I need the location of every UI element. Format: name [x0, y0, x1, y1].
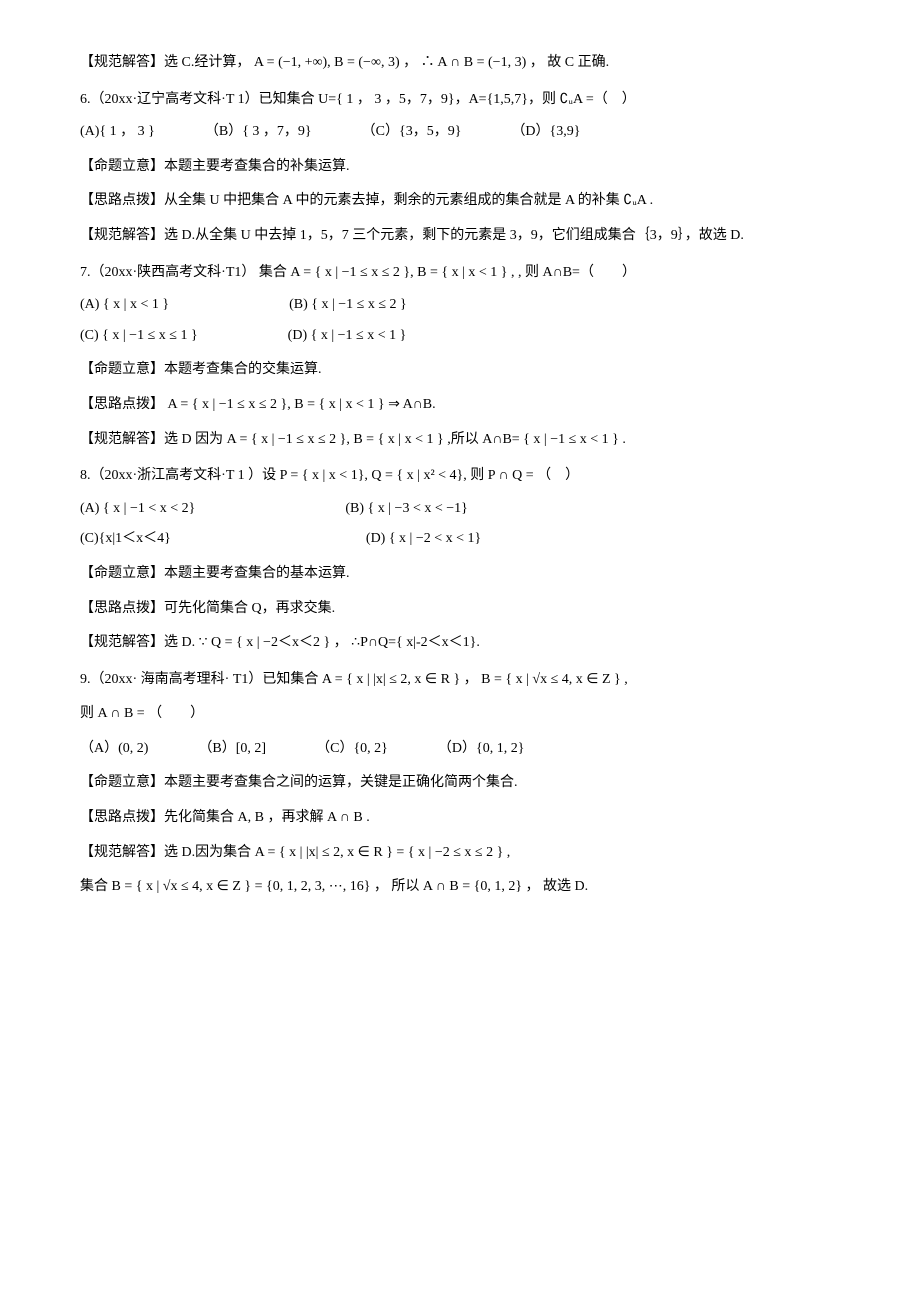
q6-intent: 【命题立意】本题主要考查集合的补集运算.	[80, 154, 840, 181]
q9-hint: 【思路点拨】先化简集合 A, B ，再求解 A ∩ B .	[80, 805, 840, 832]
q9-intent: 【命题立意】本题主要考查集合之间的运算，关键是正确化简两个集合.	[80, 770, 840, 797]
q7-stem: 7.（20xx·陕西高考文科·T1） 集合 A = { x | −1 ≤ x ≤…	[80, 260, 840, 287]
q6-answer: 【规范解答】选 D.从全集 U 中去掉 1，5，7 三个元素，剩下的元素是 3，…	[80, 223, 840, 250]
q6-opt-b: （B）{ 3 ，7，9}	[205, 119, 312, 146]
q7-opt-a: (A) { x | x < 1 }	[80, 292, 169, 319]
q8-options-row1: (A) { x | −1 < x < 2} (B) { x | −3 < x <…	[80, 496, 840, 523]
q6-opt-d: （D）{3,9}	[511, 119, 580, 146]
q7-opt-b: (B) { x | −1 ≤ x ≤ 2 }	[289, 292, 407, 319]
q7-options-row1: (A) { x | x < 1 } (B) { x | −1 ≤ x ≤ 2 }	[80, 292, 840, 319]
q6-hint: 【思路点拨】从全集 U 中把集合 A 中的元素去掉，剩余的元素组成的集合就是 A…	[80, 188, 840, 215]
q9-opt-a: （A）(0, 2)	[80, 736, 148, 763]
q6-options: (A){ 1 ， 3 } （B）{ 3 ，7，9} （C）{3，5，9} （D）…	[80, 119, 840, 146]
q9-opt-d: （D）{0, 1, 2}	[438, 736, 525, 763]
q9-stem-2: 则 A ∩ B = （ ）	[80, 701, 840, 728]
q8-options-row2: (C){x|1＜x＜4} (D) { x | −2 < x < 1}	[80, 526, 840, 553]
q9-opt-c: （C）{0, 2}	[316, 736, 388, 763]
q7-intent: 【命题立意】本题考查集合的交集运算.	[80, 357, 840, 384]
q8-opt-b: (B) { x | −3 < x < −1}	[345, 496, 468, 523]
q9-answer-1: 【规范解答】选 D.因为集合 A = { x | |x| ≤ 2, x ∈ R …	[80, 840, 840, 867]
q8-intent: 【命题立意】本题主要考查集合的基本运算.	[80, 561, 840, 588]
q7-opt-c: (C) { x | −1 ≤ x ≤ 1 }	[80, 323, 198, 350]
q9-opt-b: （B）[0, 2]	[198, 736, 266, 763]
q7-hint: 【思路点拨】 A = { x | −1 ≤ x ≤ 2 }, B = { x |…	[80, 392, 840, 419]
q8-opt-c: (C){x|1＜x＜4}	[80, 526, 171, 553]
q7-options-row2: (C) { x | −1 ≤ x ≤ 1 } (D) { x | −1 ≤ x …	[80, 323, 840, 350]
q9-answer-2: 集合 B = { x | √x ≤ 4, x ∈ Z } = {0, 1, 2,…	[80, 874, 840, 901]
q6-opt-a: (A){ 1 ， 3 }	[80, 119, 155, 146]
q6-opt-c: （C）{3，5，9}	[362, 119, 462, 146]
q8-stem: 8.（20xx·浙江高考文科·T 1 ）设 P = { x | x < 1}, …	[80, 463, 840, 490]
q8-hint: 【思路点拨】可先化简集合 Q，再求交集.	[80, 596, 840, 623]
q6-stem: 6.（20xx·辽宁高考文科·T 1）已知集合 U={ 1 ， 3 ，5，7，9…	[80, 87, 840, 114]
q8-answer: 【规范解答】选 D. ∵ Q = { x | −2＜x＜2 } ， ∴P∩Q={…	[80, 630, 840, 657]
q7-opt-d: (D) { x | −1 ≤ x < 1 }	[288, 323, 407, 350]
q9-stem: 9.（20xx· 海南高考理科· T1）已知集合 A = { x | |x| ≤…	[80, 667, 840, 694]
q7-answer: 【规范解答】选 D 因为 A = { x | −1 ≤ x ≤ 2 }, B =…	[80, 427, 840, 454]
q8-opt-a: (A) { x | −1 < x < 2}	[80, 496, 195, 523]
q5-answer: 【规范解答】选 C.经计算， A = (−1, +∞), B = (−∞, 3)…	[80, 50, 840, 77]
q9-options: （A）(0, 2) （B）[0, 2] （C）{0, 2} （D）{0, 1, …	[80, 736, 840, 763]
q8-opt-d: (D) { x | −2 < x < 1}	[366, 526, 481, 553]
